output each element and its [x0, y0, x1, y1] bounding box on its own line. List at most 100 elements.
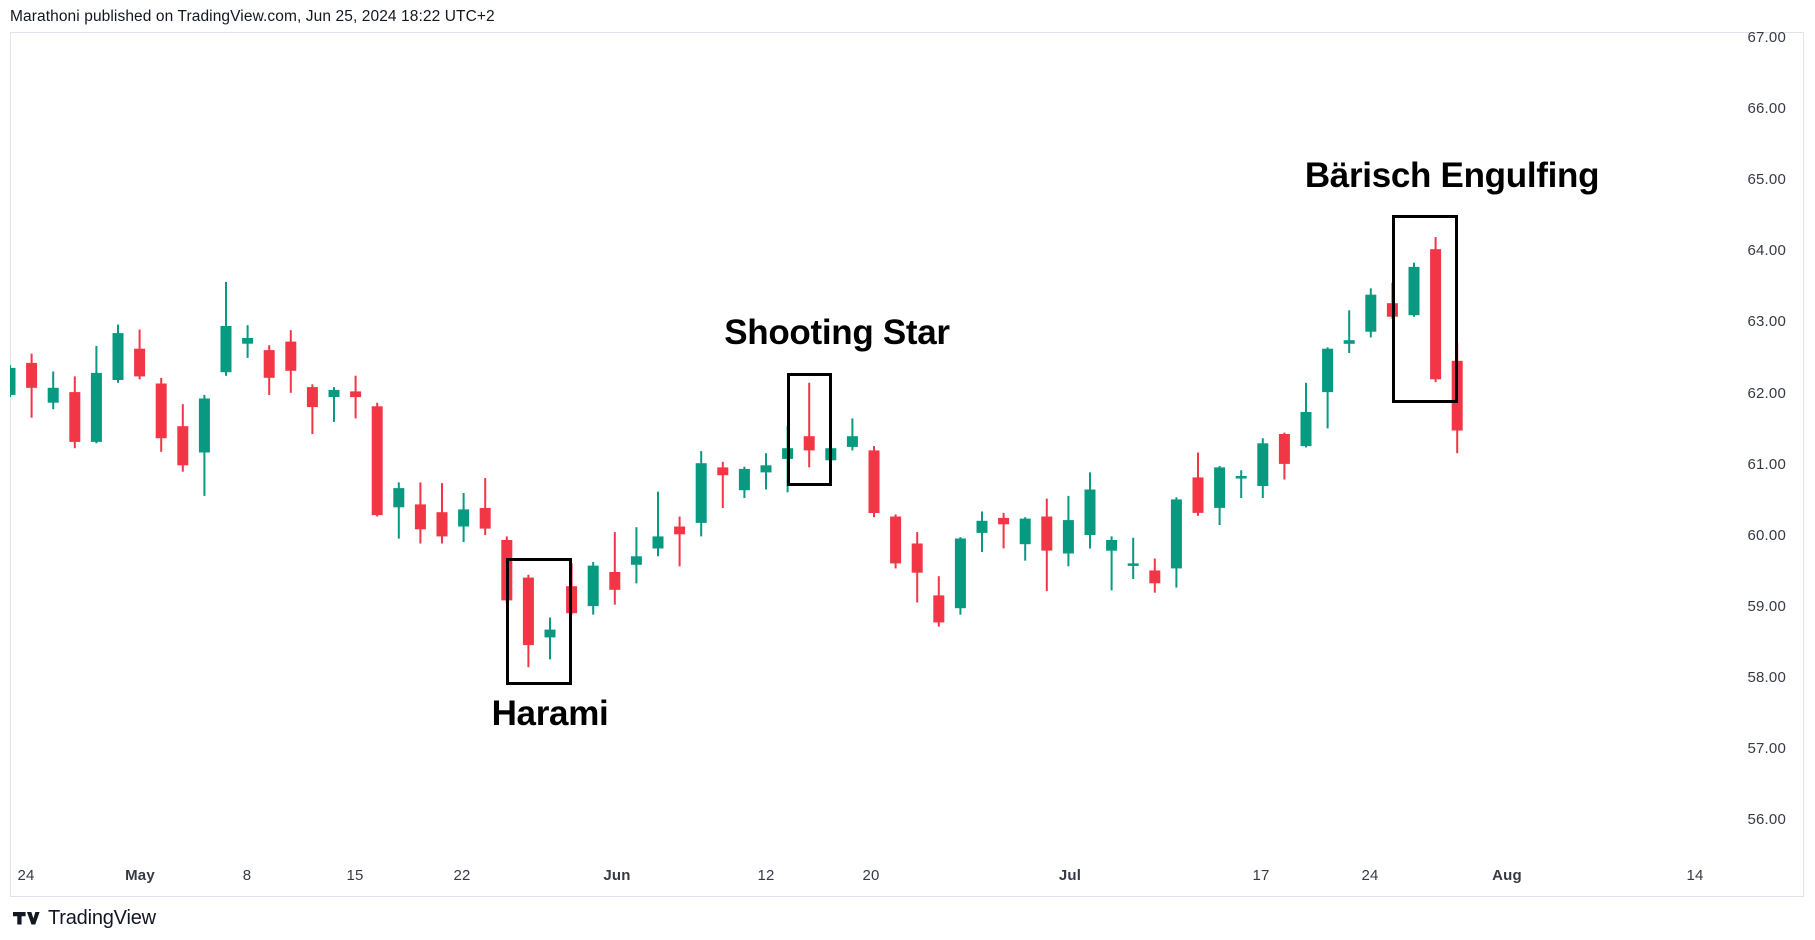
candle — [716, 461, 728, 508]
date-tick-label-month: Jun — [603, 867, 631, 884]
candle-body-up — [1084, 489, 1095, 535]
candle-body-up — [1062, 519, 1074, 553]
price-tick-label: 66.00 — [1747, 100, 1786, 117]
price-tick-label: 62.00 — [1747, 385, 1786, 402]
candle — [68, 375, 80, 448]
candle — [976, 511, 987, 552]
price-tick-label: 58.00 — [1747, 669, 1786, 686]
candle-body-down — [997, 517, 1009, 524]
candle-body-up — [954, 538, 966, 608]
candle-body-up — [1321, 348, 1333, 392]
date-tick-label-month: Jul — [1058, 867, 1082, 884]
candle-body-up — [587, 565, 599, 606]
candle-body-down — [133, 348, 145, 376]
candle — [1192, 452, 1203, 516]
candle — [349, 375, 361, 418]
date-tick-label-day: 20 — [862, 867, 880, 884]
candle-wick — [483, 477, 486, 535]
candle — [911, 531, 923, 602]
candle — [1235, 469, 1247, 498]
candle-body-up — [1408, 266, 1419, 315]
price-tick-label: 57.00 — [1747, 740, 1786, 757]
date-tick-label-month: Aug — [1492, 867, 1522, 884]
pattern-box-shooting-star — [787, 373, 832, 486]
candle-wick — [1110, 535, 1113, 590]
candle — [1408, 262, 1419, 317]
date-tick-label-day: 24 — [1361, 867, 1379, 884]
candle — [25, 353, 37, 418]
candle-wick — [721, 461, 724, 508]
candle-body-down — [25, 362, 37, 388]
candle-wick — [397, 481, 400, 539]
candle-body-down — [1386, 302, 1398, 317]
candle-wick — [656, 491, 659, 556]
candle — [436, 482, 447, 543]
price-tick-label: 56.00 — [1747, 811, 1786, 828]
date-tick-label-day: 8 — [242, 867, 252, 884]
candle-wick — [807, 382, 810, 467]
date-tick-label-month: May — [125, 867, 155, 884]
pattern-box-b-risch-engulfing — [1392, 215, 1458, 403]
candle-body-down — [1040, 516, 1052, 551]
pattern-label-harami: Harami — [491, 694, 609, 733]
candle-body-up — [112, 332, 123, 380]
candle — [284, 329, 296, 393]
candle-body-up — [630, 555, 642, 565]
candle-body-down — [349, 390, 361, 397]
candle — [695, 450, 707, 536]
candle — [846, 417, 858, 450]
candle-body-down — [1429, 248, 1441, 379]
candle — [1084, 471, 1095, 548]
candle-body-up — [1343, 339, 1355, 344]
candle-body-up — [846, 435, 858, 447]
candle — [997, 512, 1009, 548]
date-tick-label-day: 17 — [1252, 867, 1270, 884]
candle-body-up — [1105, 539, 1117, 551]
candle-body-up — [1256, 442, 1268, 486]
candle-wick — [548, 617, 551, 659]
pattern-box-harami — [506, 558, 572, 685]
candle-body-up — [9, 367, 15, 395]
candle-body-up — [47, 387, 59, 403]
candle-body-up — [457, 508, 469, 526]
candle-wick — [1239, 469, 1242, 498]
candle-body-down — [414, 503, 426, 529]
candle — [889, 513, 901, 568]
candle-wick — [634, 526, 637, 583]
date-tick-label-day: 12 — [757, 867, 775, 884]
candle-body-down — [911, 543, 923, 573]
candle — [673, 516, 685, 566]
price-tick-label: 67.00 — [1747, 29, 1786, 46]
candle-wick — [1390, 282, 1393, 319]
candle — [1300, 382, 1311, 447]
candle — [1040, 498, 1052, 591]
candle-body-up — [760, 464, 771, 472]
candle-wick — [1347, 309, 1350, 353]
price-tick-label: 60.00 — [1747, 527, 1786, 544]
candle-body-up — [328, 389, 339, 397]
candle — [544, 617, 555, 659]
tradingview-logo-icon — [13, 911, 40, 925]
candle — [522, 574, 534, 667]
date-tick-label-day: 14 — [1686, 867, 1704, 884]
candle — [176, 403, 188, 472]
candlestick-series — [9, 236, 1463, 667]
candle-body-down — [932, 594, 944, 622]
candle-wick — [1002, 512, 1005, 548]
candle-body-down — [306, 386, 318, 407]
candle-body-up — [1235, 475, 1247, 478]
candle-body-down — [284, 341, 296, 371]
candle — [241, 324, 253, 358]
candle — [803, 382, 815, 467]
candle-body-down — [68, 391, 80, 442]
candle-body-up — [1019, 518, 1031, 544]
candle-wick — [1131, 537, 1134, 579]
candle — [457, 492, 469, 542]
candle-wick — [332, 386, 335, 422]
candle — [9, 364, 15, 397]
candle-body-down — [1192, 476, 1203, 513]
candle-body-down — [803, 435, 815, 450]
candle-body-down — [868, 449, 879, 513]
candle-body-up — [1364, 294, 1376, 332]
